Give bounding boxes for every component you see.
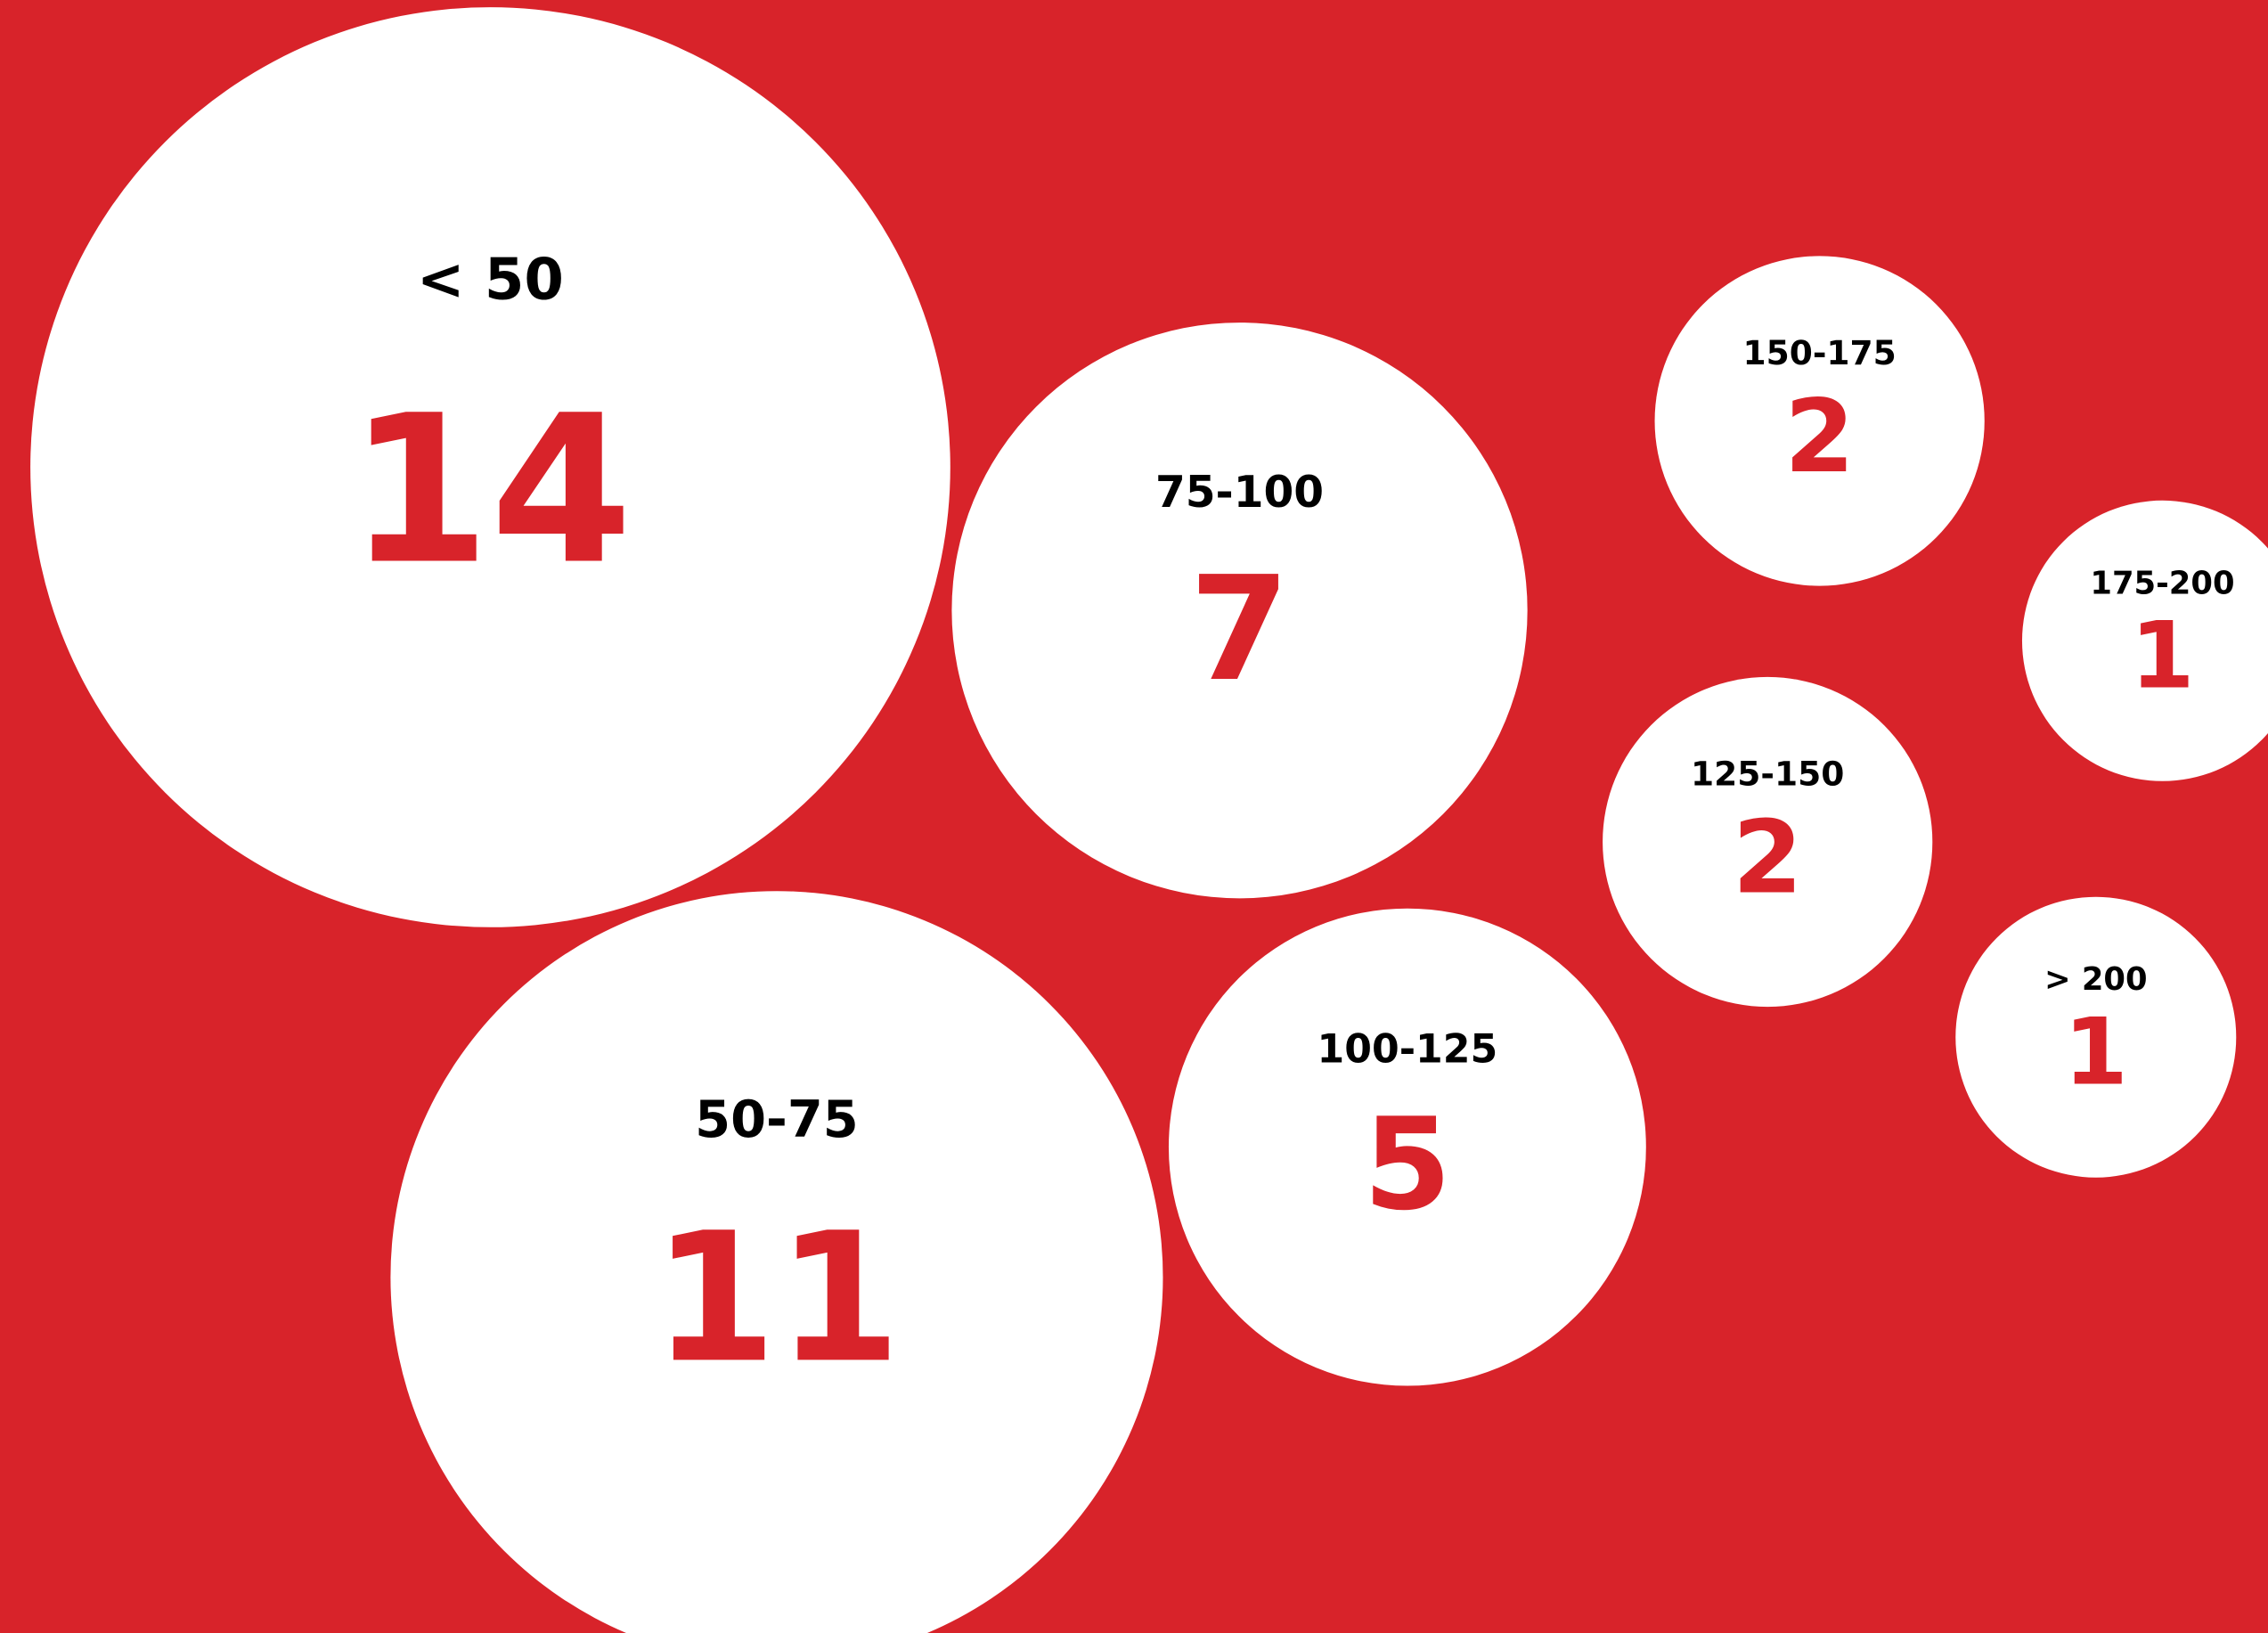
bubble-label: 125-150 (1691, 754, 1844, 793)
bubble (390, 891, 1163, 1633)
bubble-label: < 50 (417, 247, 564, 313)
bubble (1603, 676, 1933, 1008)
bubble-value: 14 (348, 372, 632, 610)
bubble-label: 150-175 (1743, 333, 1897, 372)
bubble-value: 11 (652, 1195, 901, 1402)
bubble (2022, 500, 2268, 781)
bubble-value: 2 (1784, 378, 1855, 495)
bubble-label: 50-75 (695, 1090, 859, 1149)
bubble (1955, 896, 2237, 1178)
bubble (1654, 256, 1985, 586)
bubble-label: 100-125 (1318, 1026, 1498, 1072)
bubble (30, 7, 950, 927)
bubble-value: 5 (1363, 1090, 1451, 1238)
bubble-value: 7 (1189, 546, 1290, 714)
bubble-label: 75-100 (1155, 468, 1324, 518)
bubble (951, 323, 1528, 899)
bubble-label: > 200 (2044, 961, 2148, 998)
bubble-value: 1 (2064, 1000, 2128, 1106)
bubble-label: 175-200 (2090, 565, 2234, 601)
bubble (1168, 908, 1646, 1386)
bubble-value: 2 (1733, 799, 1803, 917)
bubble-value: 1 (2130, 603, 2194, 710)
